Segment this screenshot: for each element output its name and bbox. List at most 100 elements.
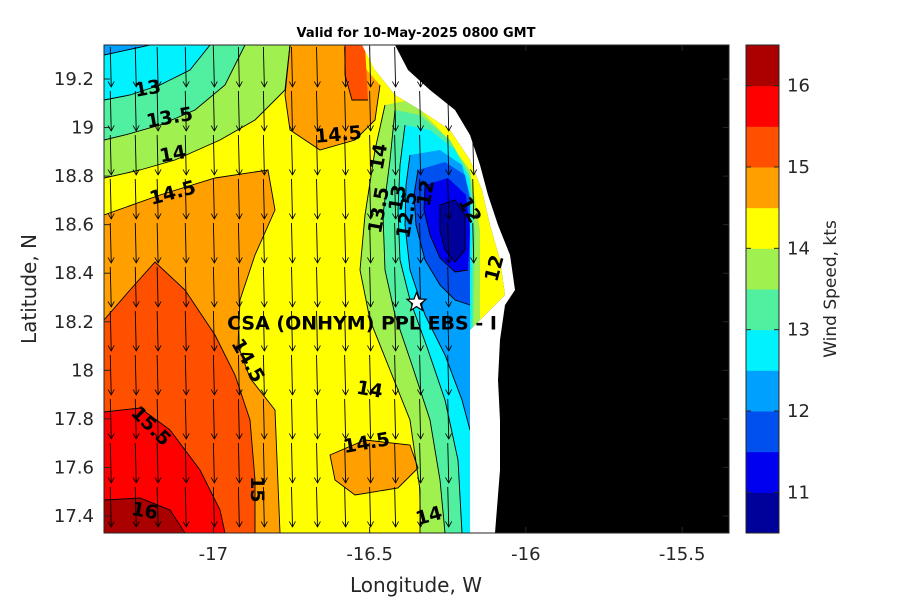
- wind-arrow: [345, 46, 346, 87]
- wind-arrow: [292, 486, 293, 527]
- wind-arrow: [110, 354, 111, 395]
- wind-arrow: [238, 310, 239, 351]
- wind-arrow: [420, 222, 421, 263]
- wind-arrow: [420, 46, 421, 87]
- wind-arrow: [157, 486, 158, 527]
- wind-arrow: [345, 442, 346, 483]
- wind-arrow: [157, 398, 158, 439]
- wind-arrow: [213, 486, 214, 527]
- wind-arrow: [110, 178, 111, 219]
- wind-arrow: [213, 90, 214, 131]
- wind-arrow: [135, 46, 136, 87]
- colorbar-tick-label: 11: [787, 482, 810, 503]
- wind-arrow: [370, 266, 371, 307]
- contour-label: 14: [158, 141, 188, 167]
- wind-arrow: [213, 310, 214, 351]
- wind-arrow: [292, 46, 293, 87]
- wind-arrow: [185, 486, 186, 527]
- wind-arrow: [263, 90, 264, 131]
- wind-arrow: [238, 354, 239, 395]
- wind-arrow: [292, 310, 293, 351]
- colorbar-frame: [745, 44, 780, 534]
- colorbar-tick-label: 16: [787, 76, 810, 97]
- colorbar-segment: [746, 370, 779, 412]
- x-tick-label: -16.5: [346, 544, 393, 565]
- wind-arrow: [395, 90, 396, 131]
- wind-arrow: [238, 486, 239, 527]
- colorbar-label: Wind Speed, kts: [821, 220, 841, 358]
- wind-arrow: [317, 178, 318, 219]
- y-tick-label: 18.6: [54, 215, 94, 236]
- wind-arrow: [395, 398, 396, 439]
- wind-arrow: [370, 90, 371, 131]
- wind-arrow: [238, 222, 239, 263]
- wind-arrow: [317, 46, 318, 87]
- contour-field: [104, 45, 729, 533]
- wind-arrow: [263, 46, 264, 87]
- wind-arrow: [135, 90, 136, 131]
- wind-arrow: [157, 310, 158, 351]
- wind-arrow: [420, 310, 421, 351]
- wind-arrow: [345, 354, 346, 395]
- wind-arrow: [185, 398, 186, 439]
- y-tick-label: 18.8: [54, 166, 94, 187]
- wind-arrow: [345, 486, 346, 527]
- wind-arrow: [135, 222, 136, 263]
- wind-arrow: [213, 442, 214, 483]
- wind-arrow: [370, 134, 371, 175]
- colorbar-segment: [746, 248, 779, 290]
- wind-arrow: [110, 442, 111, 483]
- wind-arrow: [317, 442, 318, 483]
- y-tick-label: 17.4: [54, 506, 94, 527]
- wind-arrow: [157, 178, 158, 219]
- wind-arrow: [213, 266, 214, 307]
- wind-arrow: [370, 354, 371, 395]
- wind-arrow: [448, 442, 449, 483]
- wind-arrow: [317, 266, 318, 307]
- wind-arrow: [345, 90, 346, 131]
- coastline-white: [362, 45, 515, 533]
- wind-arrows: [110, 46, 474, 527]
- wind-arrow: [292, 178, 293, 219]
- wind-arrow: [448, 46, 449, 87]
- wind-arrow: [263, 222, 264, 263]
- wind-arrow: [395, 442, 396, 483]
- wind-arrow: [292, 354, 293, 395]
- wind-arrow: [135, 134, 136, 175]
- wind-arrow: [110, 222, 111, 263]
- wind-arrow: [473, 134, 474, 175]
- wind-arrow: [370, 442, 371, 483]
- contour-band-16: [104, 498, 185, 533]
- wind-arrow: [110, 90, 111, 131]
- wind-arrow: [448, 90, 449, 131]
- colorbar-tick-label: 12: [787, 401, 810, 422]
- y-tick-label: 19: [71, 118, 94, 139]
- colorbar-ticks: 11 12 13 14 15 16: [746, 76, 810, 503]
- y-tick-label: 17.6: [54, 457, 94, 478]
- y-tick-label: 18.2: [54, 312, 94, 333]
- colorbar-segment: [746, 289, 779, 331]
- wind-arrow: [157, 46, 158, 87]
- wind-arrow: [263, 398, 264, 439]
- contour-label: 13: [385, 183, 411, 213]
- contour-label: 14: [355, 377, 385, 403]
- colorbar-tick-label: 15: [787, 157, 810, 178]
- wind-arrow: [317, 354, 318, 395]
- x-tick-label: -16: [511, 544, 540, 565]
- wind-arrow: [185, 46, 186, 87]
- wind-arrow: [135, 178, 136, 219]
- wind-arrow: [473, 46, 474, 87]
- wind-arrow: [448, 222, 449, 263]
- wind-arrow: [370, 178, 371, 219]
- wind-arrow: [213, 222, 214, 263]
- land-mask-black: [370, 45, 729, 533]
- wind-arrow: [185, 354, 186, 395]
- colorbar-segment: [746, 451, 779, 493]
- y-tick-label: 18: [71, 360, 94, 381]
- wind-arrow: [448, 354, 449, 395]
- wind-arrow: [135, 442, 136, 483]
- wind-arrow: [473, 222, 474, 263]
- colorbar-segment: [746, 207, 779, 249]
- wind-arrow: [157, 134, 158, 175]
- wind-arrow: [110, 486, 111, 527]
